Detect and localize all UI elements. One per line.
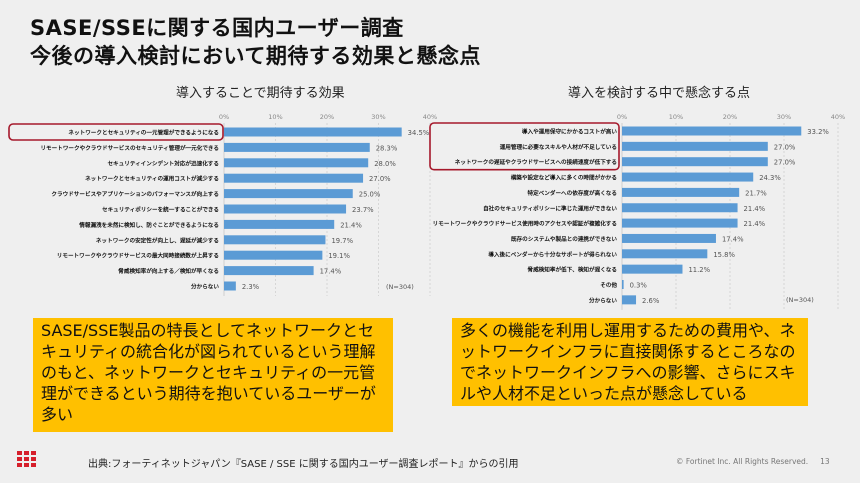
tick-label: 40% (831, 113, 845, 121)
category-label: ネットワークとセキュリティの運用コストが減少する (85, 175, 219, 183)
tick-label: 30% (777, 113, 791, 121)
category-label: 導入後にベンダーから十分なサポートが得られない (488, 250, 617, 258)
category-label: 脅威検知率が低下、検知が遅くなる (526, 266, 617, 274)
bar (622, 172, 754, 182)
category-label: 脅威検知率が向上する／検知が早くなる (117, 267, 219, 275)
category-label: その他 (600, 281, 617, 289)
bar (224, 281, 236, 291)
bar (224, 142, 370, 152)
data-label: 27.0% (369, 175, 391, 183)
tick-label: 10% (268, 113, 282, 121)
bar (622, 280, 624, 289)
data-label: 23.7% (352, 206, 374, 214)
category-label: ネットワークの遅延やクラウドサービスへの接続速度が低下する (455, 158, 617, 166)
category-label: 情報漏洩を未然に検知し、防ぐことができるようになる (78, 221, 219, 229)
bar (622, 126, 802, 136)
sample-size-note: (N=304) (786, 296, 814, 304)
data-label: 27.0% (774, 159, 796, 167)
highlight-box (8, 123, 224, 141)
data-label: 21.4% (744, 205, 766, 213)
tick-label: 40% (423, 113, 437, 121)
category-label: 分からない (191, 283, 219, 291)
data-label: 17.4% (320, 268, 342, 276)
data-label: 0.3% (630, 282, 648, 290)
bar (224, 127, 402, 137)
bar (622, 187, 740, 197)
data-label: 27.0% (774, 143, 796, 151)
bar (224, 266, 314, 276)
category-label: セキュリティインシデント対応が迅速化する (107, 159, 219, 167)
slide-title-line2: 今後の導入検討において期待する効果と懸念点 (30, 44, 481, 68)
category-label: 導入や運用保守にかかるコストが高い (522, 128, 618, 136)
bar (224, 219, 335, 229)
data-label: 34.5% (408, 129, 430, 137)
data-label: 19.7% (331, 237, 353, 245)
sample-size-note: (N=304) (386, 283, 414, 291)
bar (622, 295, 637, 305)
bar (622, 218, 738, 228)
data-label: 24.3% (759, 174, 781, 182)
bar (224, 173, 364, 183)
category-label: クラウドサービスやアプリケーションのパフォーマンスが向上する (51, 190, 219, 198)
bar (224, 235, 326, 245)
category-label: 既存のシステムや製品との連携ができない (511, 235, 617, 243)
bar (622, 157, 768, 167)
category-label: 構築や設定など導入に多くの時間がかかる (511, 174, 617, 182)
data-label: 19.1% (328, 252, 350, 260)
category-label: 分からない (589, 296, 617, 304)
callout-right: 多くの機能を利用し運用するための費用や、ネットワークインフラに直接関係するところ… (452, 318, 808, 406)
bar (622, 264, 683, 274)
data-label: 21.4% (340, 221, 362, 229)
bar (224, 204, 347, 214)
highlight-box (429, 122, 620, 171)
category-label: 自社のセキュリティポリシーに準じた運用ができない (483, 204, 617, 212)
data-label: 2.6% (642, 297, 660, 305)
data-label: 11.2% (688, 266, 710, 274)
tick-label: 0% (219, 113, 229, 121)
bar (224, 250, 323, 260)
right-chart-title: 導入を検討する中で懸念する点 (568, 86, 751, 101)
bar (622, 249, 708, 259)
category-label: リモートワークやクラウドサービスのセキュリティ管理が一元化できる (40, 144, 219, 152)
category-label: 特定ベンダーへの依存度が高くなる (527, 189, 617, 197)
data-label: 21.7% (745, 189, 767, 197)
data-label: 17.4% (722, 235, 744, 243)
data-label: 2.3% (242, 283, 260, 291)
tick-label: 20% (320, 113, 334, 121)
category-label: リモートワークやクラウドサービスの最大同時接続数が上昇する (57, 252, 219, 260)
bar (622, 141, 768, 151)
source-citation: 出典:フォーティネットジャパン『SASE / SSE に関する国内ユーザー調査レ… (88, 459, 519, 470)
callout-left: SASE/SSE製品の特長としてネットワークとセキュリティの統合化が図られている… (33, 318, 393, 432)
category-label: 運用管理に必要なスキルや人材が不足している (500, 143, 617, 151)
category-label: セキュリティポリシーを統一することができる (102, 206, 219, 214)
tick-label: 10% (669, 113, 683, 121)
copyright: © Fortinet Inc. All Rights Reserved. 13 (676, 457, 830, 466)
left-chart-title: 導入することで期待する効果 (176, 86, 345, 101)
bar (622, 233, 716, 243)
bar (224, 189, 353, 199)
data-label: 28.3% (376, 144, 398, 152)
category-label: ネットワークとセキュリティの一元管理ができるようになる (68, 129, 219, 137)
tick-label: 0% (617, 113, 627, 121)
category-label: ネットワークの安定性が向上し、遅延が減少する (96, 236, 219, 244)
data-label: 25.0% (359, 191, 381, 199)
tick-label: 20% (723, 113, 737, 121)
page-number: 13 (820, 457, 830, 466)
fortinet-logo-icon (17, 451, 37, 469)
bar (224, 158, 369, 168)
bar (622, 203, 738, 213)
data-label: 21.4% (744, 220, 766, 228)
slide-title-line1: SASE/SSEに関する国内ユーザー調査 (30, 16, 404, 40)
data-label: 33.2% (807, 128, 829, 136)
data-label: 28.0% (374, 160, 396, 168)
category-label: リモートワークやクラウドサービス使用時のアクセスや認証が複雑化する (433, 220, 617, 228)
data-label: 15.8% (713, 251, 735, 259)
copyright-text: © Fortinet Inc. All Rights Reserved. (676, 457, 809, 466)
tick-label: 30% (371, 113, 385, 121)
